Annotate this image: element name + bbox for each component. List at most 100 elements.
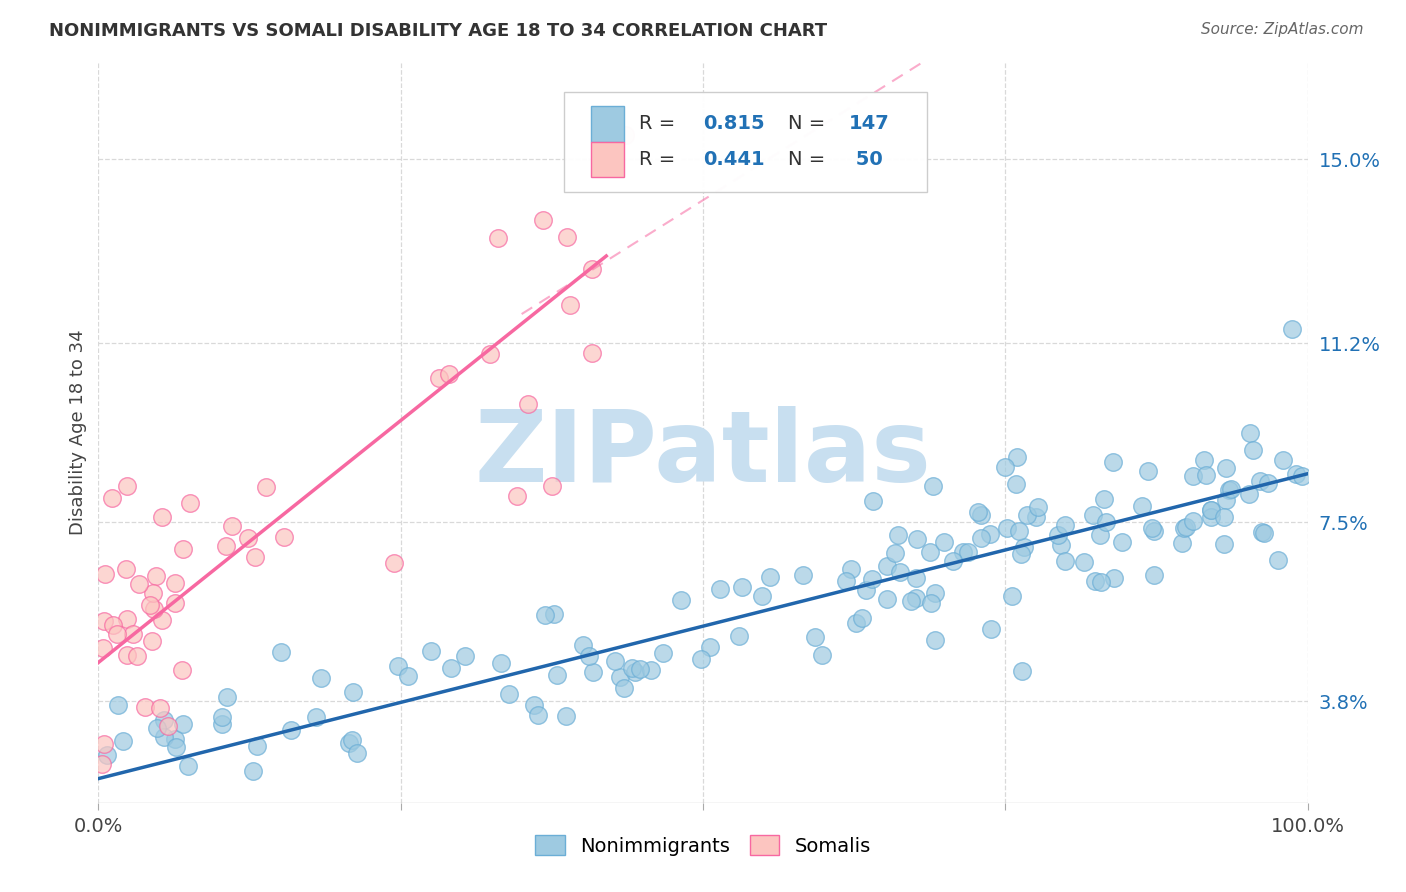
Point	[115, 648, 138, 663]
Point	[628, 662, 651, 676]
Point	[128, 577, 150, 591]
Point	[280, 723, 302, 737]
Point	[236, 531, 259, 545]
Point	[731, 581, 754, 595]
Point	[1173, 521, 1195, 535]
Point	[1130, 499, 1153, 513]
Point	[994, 460, 1017, 475]
Point	[889, 565, 911, 579]
Point	[1090, 574, 1112, 589]
FancyBboxPatch shape	[591, 106, 624, 142]
Point	[1192, 453, 1215, 467]
Point	[172, 541, 194, 556]
Point	[1143, 567, 1166, 582]
Text: N =: N =	[787, 114, 831, 134]
Y-axis label: Disability Age 18 to 34: Disability Age 18 to 34	[69, 330, 87, 535]
Point	[486, 231, 509, 245]
Point	[114, 561, 136, 575]
Text: 0.815: 0.815	[703, 114, 765, 134]
Point	[454, 649, 477, 664]
Point	[623, 665, 645, 679]
Point	[1199, 503, 1222, 517]
Point	[651, 647, 673, 661]
Point	[614, 128, 637, 142]
Point	[111, 734, 134, 748]
Point	[957, 544, 980, 558]
Point	[387, 659, 409, 673]
Point	[1047, 528, 1070, 542]
Point	[1084, 574, 1107, 588]
Point	[1257, 475, 1279, 490]
Point	[1199, 509, 1222, 524]
Point	[1237, 486, 1260, 500]
Point	[1026, 500, 1049, 514]
Point	[1005, 477, 1028, 491]
Text: 147: 147	[849, 114, 890, 134]
Text: ZIPatlas: ZIPatlas	[475, 407, 931, 503]
Point	[165, 732, 187, 747]
Point	[150, 510, 173, 524]
Point	[860, 572, 883, 586]
Point	[177, 758, 200, 772]
Point	[1007, 450, 1029, 465]
Point	[1010, 547, 1032, 561]
Point	[489, 657, 512, 671]
Point	[143, 601, 166, 615]
Point	[979, 527, 1001, 541]
Point	[163, 596, 186, 610]
Point	[612, 681, 634, 695]
Point	[340, 733, 363, 747]
Point	[932, 535, 955, 549]
Point	[555, 229, 578, 244]
Point	[1001, 589, 1024, 603]
Point	[105, 627, 128, 641]
Point	[640, 663, 662, 677]
Point	[1281, 321, 1303, 335]
Point	[1199, 503, 1222, 517]
Point	[1008, 524, 1031, 538]
Point	[540, 479, 562, 493]
Point	[149, 701, 172, 715]
Text: 50: 50	[849, 150, 883, 169]
Point	[792, 567, 814, 582]
Point	[581, 346, 603, 360]
Point	[970, 531, 993, 545]
Point	[1251, 524, 1274, 539]
Point	[153, 713, 176, 727]
Point	[346, 746, 368, 760]
Point	[217, 690, 239, 705]
Point	[342, 684, 364, 698]
Text: NONIMMIGRANTS VS SOMALI DISABILITY AGE 18 TO 34 CORRELATION CHART: NONIMMIGRANTS VS SOMALI DISABILITY AGE 1…	[49, 22, 827, 40]
Point	[93, 737, 115, 751]
Point	[952, 545, 974, 559]
Point	[214, 539, 236, 553]
Point	[1218, 483, 1240, 498]
Point	[1253, 526, 1275, 541]
Point	[153, 731, 176, 745]
Point	[904, 571, 927, 585]
Point	[170, 663, 193, 677]
Point	[690, 651, 713, 665]
Point	[727, 629, 749, 643]
Point	[967, 505, 990, 519]
Point	[440, 661, 463, 675]
Point	[172, 716, 194, 731]
FancyBboxPatch shape	[591, 142, 624, 178]
Point	[1215, 493, 1237, 508]
Point	[1181, 469, 1204, 483]
Point	[139, 598, 162, 612]
Point	[165, 740, 187, 755]
Point	[1054, 554, 1077, 568]
Point	[101, 491, 124, 506]
Point	[516, 397, 538, 411]
Point	[1213, 536, 1236, 550]
Point	[246, 739, 269, 754]
Point	[1239, 425, 1261, 440]
Point	[498, 687, 520, 701]
Point	[1092, 492, 1115, 507]
Point	[554, 709, 576, 723]
Text: R =: R =	[638, 150, 682, 169]
Point	[1094, 515, 1116, 529]
Point	[1073, 555, 1095, 569]
Point	[862, 494, 884, 508]
